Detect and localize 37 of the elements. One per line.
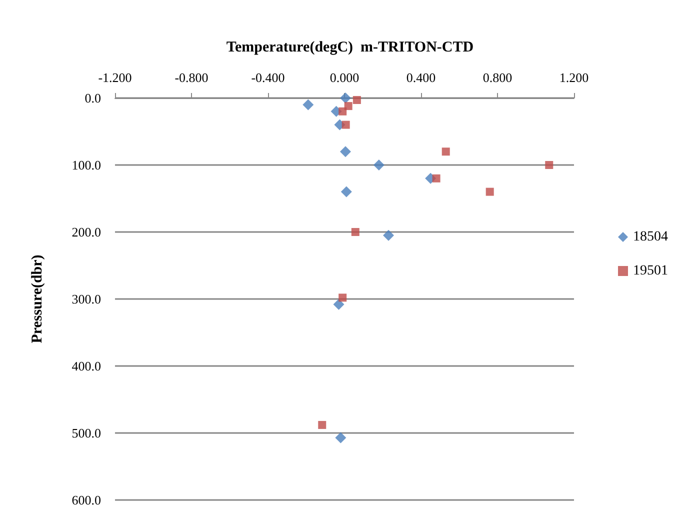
point [352, 96, 361, 104]
legend-label: 19501 [633, 264, 668, 278]
x-tick-label: -0.400 [251, 70, 285, 85]
point [318, 420, 326, 429]
point [340, 146, 351, 158]
x-tick-label: 1.200 [559, 70, 589, 85]
y-tick-label: 100.0 [72, 158, 101, 172]
point [373, 160, 384, 170]
point [340, 186, 352, 198]
legend-label: 18504 [633, 230, 668, 244]
point [335, 432, 346, 444]
point [432, 174, 440, 182]
y-tick-label: 400.0 [72, 358, 101, 374]
y-tick-label: 0.0 [84, 90, 101, 106]
point [351, 228, 360, 236]
point [545, 161, 554, 169]
y-tick-label: 500.0 [72, 426, 101, 440]
point [340, 92, 351, 104]
x-tick-label: 0.000 [330, 70, 360, 85]
point [442, 148, 450, 156]
point [344, 102, 352, 110]
point [342, 120, 350, 129]
point [333, 298, 344, 310]
point [302, 99, 314, 110]
point [338, 294, 347, 302]
y-tick-label: 300.0 [72, 292, 101, 306]
y-tick-label: 200.0 [72, 224, 101, 240]
chart-title: Temperature(degC) m-TRITON-CTD [226, 40, 474, 56]
x-tick-label: -0.800 [174, 70, 208, 85]
x-tick-label: 0.400 [406, 70, 436, 85]
point [338, 107, 347, 116]
x-tick-label: 0.800 [482, 70, 512, 85]
y-axis-title: Pressure(dbr) [30, 254, 46, 344]
x-tick-label: -1.200 [98, 70, 132, 85]
point [486, 188, 494, 196]
point [382, 230, 394, 241]
y-tick-label: 600.0 [72, 492, 101, 508]
